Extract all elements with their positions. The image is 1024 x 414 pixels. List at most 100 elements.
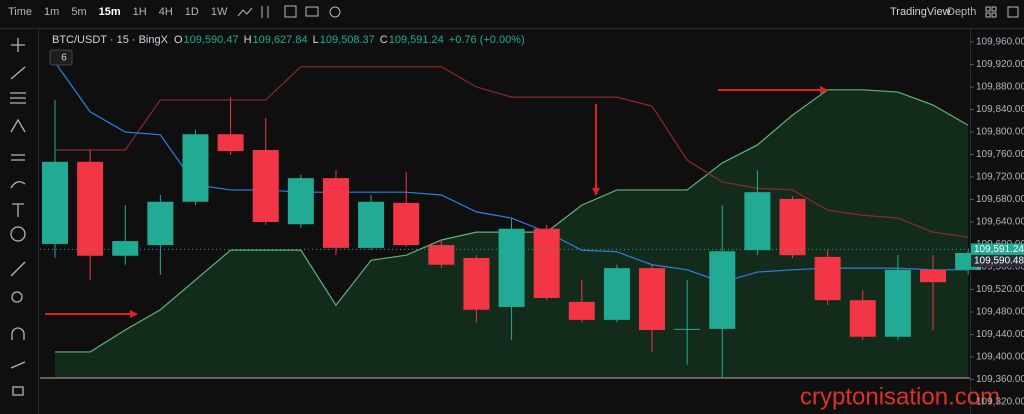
tool-line[interactable]	[10, 66, 26, 80]
candle-body	[884, 269, 911, 337]
chart-title: BTC/USDT · 15 · BingX	[52, 34, 169, 46]
candle-body	[744, 192, 771, 251]
y-tick-label: 109,360.00	[976, 374, 1024, 385]
candle-body	[147, 201, 174, 246]
candle-body	[674, 328, 701, 330]
y-tick-label: 109,960.00	[976, 37, 1024, 48]
candle-body	[814, 256, 841, 301]
icon[interactable]	[284, 5, 297, 18]
interval[interactable]: 1H	[133, 6, 147, 18]
icon[interactable]	[1007, 6, 1019, 18]
depth[interactable]: Depth	[947, 6, 976, 18]
candle-body	[393, 202, 420, 246]
interval[interactable]: Time	[8, 6, 32, 18]
interval[interactable]: 1W	[211, 6, 228, 18]
ohlc-key: C	[380, 34, 388, 46]
interval[interactable]: 15m	[99, 6, 121, 18]
candle-body	[428, 245, 455, 265]
candle-body	[112, 241, 139, 256]
tool-magnet[interactable]	[11, 327, 25, 340]
tool-cross[interactable]	[11, 38, 25, 52]
candle-body	[252, 150, 279, 222]
ohlc-value: 109,508.37	[320, 34, 375, 46]
icon[interactable]	[261, 6, 269, 18]
candle-body	[287, 178, 314, 225]
candle-body	[533, 228, 560, 298]
tool-lock[interactable]	[12, 386, 24, 396]
y-tick-label: 109,920.00	[976, 59, 1024, 70]
indicator-line	[55, 66, 969, 238]
y-tick-label: 109,800.00	[976, 127, 1024, 138]
candle-body	[603, 268, 630, 320]
candle-body	[639, 268, 666, 330]
candle-body	[182, 134, 209, 202]
ohlc-key: L	[313, 34, 319, 46]
annotation-arrow-head	[130, 310, 138, 318]
plot	[40, 41, 982, 403]
brand[interactable]: TradingView	[890, 6, 951, 18]
tool-pattern[interactable]	[10, 118, 26, 133]
indicator-badge[interactable]	[49, 49, 73, 66]
annotation-arrow-head	[820, 86, 828, 94]
candle-body	[77, 161, 104, 256]
icon[interactable]	[329, 6, 341, 18]
price-tag	[971, 254, 1024, 267]
tool-lock-draw[interactable]	[10, 361, 26, 369]
interval[interactable]: 4H	[159, 6, 173, 18]
icon[interactable]	[991, 6, 997, 12]
price-tag-label: 109,591.24	[974, 244, 1024, 255]
watermark: cryptonisation.com	[800, 383, 1000, 410]
y-tick-label: 109,760.00	[976, 149, 1024, 160]
candle-body	[358, 201, 385, 248]
tool-zoom[interactable]	[11, 291, 23, 303]
tool-forecast[interactable]	[11, 154, 25, 161]
ohlc-value: 109,591.24	[389, 34, 444, 46]
candle-body	[498, 228, 525, 307]
y-tick-label: 109,560.00	[976, 262, 1024, 273]
tool-ruler[interactable]	[10, 261, 26, 277]
tool-emoji[interactable]	[10, 226, 26, 242]
toolbar-icons	[237, 5, 1019, 18]
ohlc-key: H	[244, 34, 252, 46]
icon[interactable]	[237, 7, 253, 17]
interval[interactable]: 1D	[185, 6, 199, 18]
candle-body	[322, 178, 349, 248]
candle-body	[779, 198, 806, 256]
ohlc-value: 109,627.84	[253, 34, 308, 46]
candle-body	[217, 134, 244, 152]
ohlc-key: O	[174, 34, 183, 46]
ohlc-value: 109,590.47	[184, 34, 239, 46]
price-tag	[971, 243, 1024, 256]
tool-brush[interactable]	[10, 181, 26, 189]
y-tick-label: 109,640.00	[976, 217, 1024, 228]
y-tick-label: 109,720.00	[976, 172, 1024, 183]
tool-fib[interactable]	[10, 92, 26, 104]
icon[interactable]	[991, 12, 997, 18]
y-tick-label: 109,840.00	[976, 104, 1024, 115]
icon[interactable]	[985, 6, 991, 12]
candle-body	[920, 269, 946, 283]
y-tick-label: 109,520.00	[976, 284, 1024, 295]
candle-body	[709, 251, 736, 329]
drawing-tools	[10, 38, 26, 396]
candle-body	[463, 258, 490, 310]
candle-body	[849, 300, 876, 337]
interval[interactable]: 5m	[71, 6, 86, 18]
y-tick-label: 109,440.00	[976, 329, 1024, 340]
candle-body	[568, 301, 595, 320]
interval[interactable]: 1m	[44, 6, 59, 18]
indicator-count: 6	[61, 53, 67, 64]
icon[interactable]	[985, 12, 991, 18]
y-tick-label: 109,480.00	[976, 307, 1024, 318]
y-tick-label: 109,680.00	[976, 194, 1024, 205]
icon[interactable]	[305, 6, 319, 17]
y-tick-label: 109,880.00	[976, 82, 1024, 93]
y-tick-label: 109,320.00	[976, 397, 1024, 408]
change: +0.76 (+0.00%)	[449, 34, 525, 46]
annotation-arrow-head	[592, 188, 600, 196]
price-tag-label: 109,590.48	[974, 255, 1024, 266]
tool-text[interactable]	[12, 203, 24, 217]
y-tick-label: 109,400.00	[976, 352, 1024, 363]
candle-body	[42, 161, 68, 244]
